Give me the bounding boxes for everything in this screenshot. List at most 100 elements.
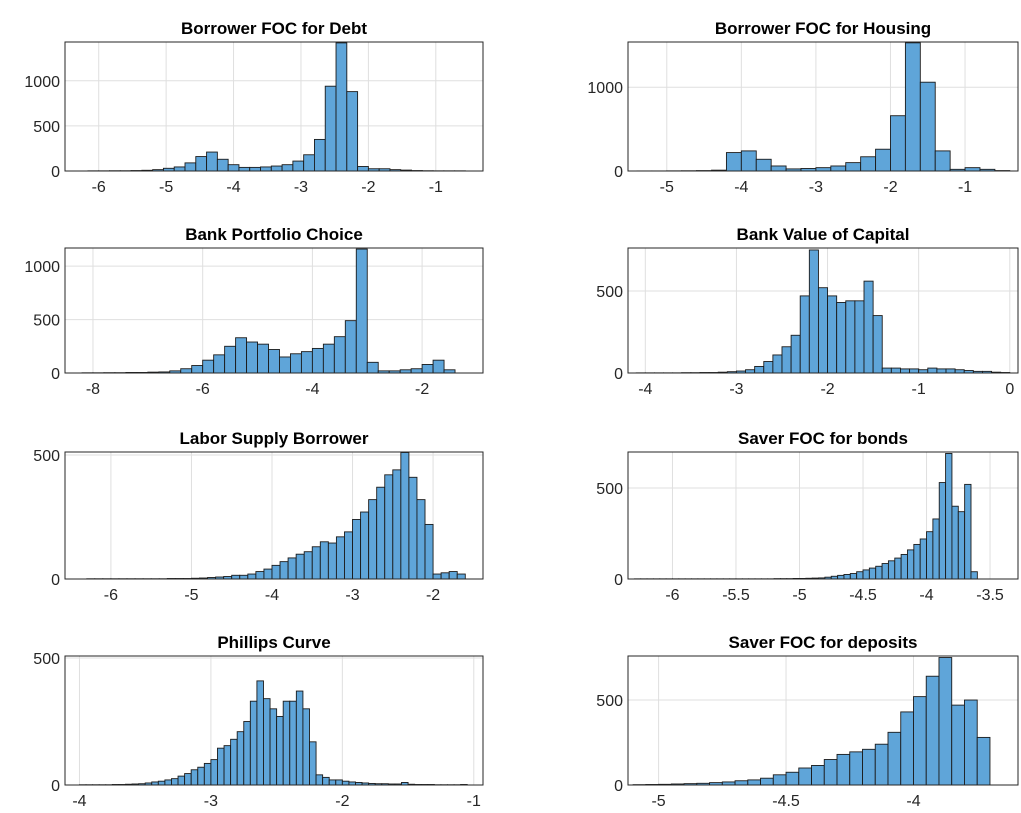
bar xyxy=(964,483,972,580)
bar xyxy=(333,336,346,374)
x-tick-label: -6 xyxy=(104,587,118,604)
bar xyxy=(303,551,313,580)
x-tick-label: -2 xyxy=(883,179,897,196)
bar xyxy=(173,166,186,172)
x-tick-label: -5 xyxy=(184,587,198,604)
x-tick-label: -3.5 xyxy=(976,587,1004,604)
bar xyxy=(926,531,934,580)
bar xyxy=(171,778,179,786)
x-tick-label: -6 xyxy=(92,179,106,196)
y-tick-label: 500 xyxy=(33,651,60,668)
bar xyxy=(282,700,291,786)
y-tick-label: 500 xyxy=(33,313,60,330)
bar xyxy=(327,542,337,580)
bar xyxy=(785,771,800,786)
bar xyxy=(862,748,876,786)
y-tick-label: 0 xyxy=(614,572,623,589)
y-tick-label: 0 xyxy=(614,778,623,795)
bar xyxy=(314,138,326,172)
x-tick-label: -5 xyxy=(651,793,665,810)
bar xyxy=(335,42,348,172)
chart-title: Bank Value of Capital xyxy=(737,225,910,244)
bar xyxy=(925,675,940,786)
bar xyxy=(213,354,226,374)
x-tick-label: -4 xyxy=(734,179,748,196)
bar xyxy=(887,560,896,580)
bar xyxy=(811,765,825,786)
y-tick-label: 500 xyxy=(596,481,623,498)
bar xyxy=(217,747,225,786)
x-tick-label: -4 xyxy=(638,381,652,398)
bar xyxy=(384,474,394,580)
bar xyxy=(725,152,742,172)
axes-box xyxy=(64,41,484,172)
bar xyxy=(239,574,249,580)
bar xyxy=(747,779,761,786)
bar xyxy=(872,315,883,374)
bar xyxy=(303,154,315,172)
x-tick-label: -3 xyxy=(345,587,359,604)
bar xyxy=(836,753,851,786)
x-tick-label: -5 xyxy=(660,179,674,196)
bar xyxy=(951,505,959,580)
x-tick-label: -1 xyxy=(429,179,443,196)
bar xyxy=(255,571,265,580)
bar xyxy=(281,164,294,172)
x-tick-label: -5.5 xyxy=(722,587,750,604)
bar xyxy=(184,162,197,172)
chart-title: Phillips Curve xyxy=(217,633,330,652)
bar xyxy=(357,166,369,172)
bar xyxy=(964,699,978,786)
y-tick-label: 500 xyxy=(596,693,623,710)
axes-box xyxy=(627,41,1019,172)
bar xyxy=(352,519,362,580)
y-tick-label: 0 xyxy=(614,164,623,181)
bar xyxy=(432,359,445,374)
bar xyxy=(448,571,458,580)
bar xyxy=(772,354,783,374)
y-tick-label: 0 xyxy=(614,366,623,383)
y-tick-label: 1000 xyxy=(24,74,60,91)
bar xyxy=(184,773,192,786)
bar xyxy=(328,779,337,786)
bar xyxy=(256,680,264,786)
bar xyxy=(355,248,368,374)
chart-title: Borrower FOC for Housing xyxy=(715,19,931,38)
bar xyxy=(976,736,991,786)
bar xyxy=(945,453,953,580)
axes-box xyxy=(64,655,484,786)
bar xyxy=(854,300,865,374)
bar xyxy=(341,780,350,786)
x-tick-label: -2 xyxy=(820,381,834,398)
bar xyxy=(945,368,956,374)
bar xyxy=(236,731,245,786)
bar xyxy=(295,690,304,786)
bar xyxy=(231,574,241,580)
x-tick-label: -4 xyxy=(919,587,933,604)
bar xyxy=(957,511,966,580)
bar xyxy=(907,549,915,580)
bar xyxy=(934,150,951,172)
bar xyxy=(754,365,765,374)
bar xyxy=(740,150,757,172)
bar xyxy=(157,780,166,786)
x-tick-label: -1 xyxy=(467,793,481,810)
bar xyxy=(849,573,858,580)
bar xyxy=(344,531,353,580)
x-tick-label: -1 xyxy=(958,179,972,196)
bar xyxy=(302,708,310,786)
bar xyxy=(440,572,450,580)
bar xyxy=(875,148,891,172)
bar xyxy=(938,657,953,786)
bar xyxy=(845,300,856,374)
bar xyxy=(424,523,434,580)
bar xyxy=(177,775,186,786)
axes-box xyxy=(64,451,484,580)
x-tick-label: -4.5 xyxy=(772,793,800,810)
bar xyxy=(432,573,442,580)
bar xyxy=(755,158,772,172)
bar xyxy=(900,711,914,786)
bar xyxy=(322,776,330,786)
x-tick-label: -5 xyxy=(792,587,806,604)
